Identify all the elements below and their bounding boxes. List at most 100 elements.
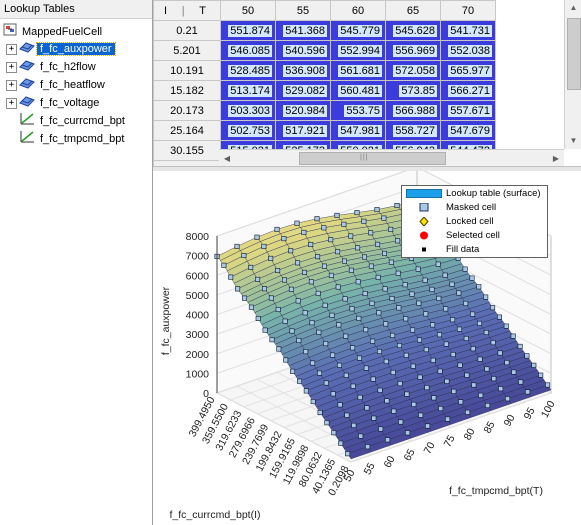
column-header[interactable]: 70 (440, 0, 496, 21)
row-header[interactable]: 15.182 (153, 80, 221, 101)
cell-marker (275, 307, 281, 313)
cell-marker (297, 378, 303, 384)
table-cell[interactable]: 558.727 (385, 120, 441, 141)
z-tick-label: 7000 (186, 251, 210, 263)
table-cell[interactable]: 541.731 (440, 20, 496, 41)
cell-marker (436, 332, 442, 338)
cell-marker (483, 330, 489, 336)
horizontal-scroll-thumb[interactable]: ||| (299, 152, 446, 165)
expand-icon[interactable]: + (6, 61, 17, 73)
tree-item-label: f_fc_h2flow (40, 60, 96, 73)
table-cell[interactable]: 547.981 (330, 120, 386, 141)
cell-marker (397, 381, 403, 387)
table-cell[interactable]: 520.984 (275, 100, 331, 121)
table-cell[interactable]: 572.058 (385, 60, 441, 81)
tree-item-f-fc-voltage[interactable]: + f_fc_voltage (6, 94, 102, 110)
tree-item-f-fc-auxpower[interactable]: + f_fc_auxpower (6, 40, 116, 56)
cell-marker (463, 336, 469, 342)
column-header[interactable]: 55 (275, 0, 331, 21)
column-header[interactable]: 65 (385, 0, 441, 21)
table-cell[interactable]: 566.271 (440, 80, 496, 101)
table-cell[interactable]: 536.908 (275, 60, 331, 81)
expand-icon[interactable]: + (6, 97, 17, 109)
y-tick-label: 80 (462, 426, 478, 442)
horizontal-scrollbar[interactable]: ◀ ||| ▶ (219, 149, 564, 166)
row-header[interactable]: 0.21 (153, 20, 221, 41)
cell-marker (443, 341, 449, 347)
cell-marker (370, 338, 376, 344)
table-cell[interactable]: 557.671 (440, 100, 496, 121)
y-tick-label: 85 (482, 419, 498, 435)
table-cell[interactable]: 560.481 (330, 80, 386, 101)
cell-marker (302, 310, 308, 316)
cell-marker (308, 242, 314, 248)
table-cell[interactable]: 528.485 (220, 60, 276, 81)
cell-marker (308, 279, 314, 285)
row-header[interactable]: 25.164 (153, 120, 221, 141)
row-header[interactable]: 20.173 (153, 100, 221, 121)
table-cell[interactable]: 503.303 (220, 100, 276, 121)
cell-marker (330, 352, 336, 358)
cell-marker (402, 282, 408, 288)
scroll-right-arrow-icon[interactable]: ▶ (552, 154, 560, 163)
cell-marker (357, 394, 363, 400)
column-header[interactable]: 50 (220, 0, 276, 21)
breakpoint-icon (19, 112, 35, 130)
table-cell[interactable]: 552.994 (330, 40, 386, 61)
cell-marker (302, 269, 308, 275)
table-cell[interactable]: 502.753 (220, 120, 276, 141)
table-cell[interactable]: 551.874 (220, 20, 276, 41)
table-cell[interactable]: 546.085 (220, 40, 276, 61)
cell-marker (377, 387, 383, 393)
cell-marker (403, 352, 409, 358)
table-cell[interactable]: 553.75 (330, 100, 386, 121)
table-cell[interactable]: 566.988 (385, 100, 441, 121)
tree-root[interactable]: MappedFuelCell (3, 23, 105, 39)
scroll-down-arrow-icon[interactable]: ▼ (569, 136, 578, 145)
table-cell[interactable]: 573.85 (385, 80, 441, 101)
cell-marker (490, 340, 496, 346)
cell-marker (361, 218, 367, 224)
cell-marker (317, 410, 323, 416)
table-cell[interactable]: 552.038 (440, 40, 496, 61)
table-cell[interactable]: 529.082 (275, 80, 331, 101)
expand-icon[interactable]: + (6, 43, 17, 55)
vertical-scroll-thumb[interactable] (567, 18, 581, 90)
table-cell[interactable]: 513.174 (220, 80, 276, 101)
tree-item-f-fc-currcmd-bpt[interactable]: f_fc_currcmd_bpt (6, 112, 128, 128)
table-cell[interactable]: 556.969 (385, 40, 441, 61)
table-cell[interactable]: 540.596 (275, 40, 331, 61)
cell-marker (491, 376, 497, 382)
z-tick-label: 6000 (186, 270, 210, 282)
table-cell[interactable]: 547.679 (440, 120, 496, 141)
column-header[interactable]: 60 (330, 0, 386, 21)
pane-splitter[interactable] (153, 166, 581, 172)
cell-marker (388, 226, 394, 232)
table-cell[interactable]: 541.368 (275, 20, 331, 41)
lookup-table-icon (19, 58, 35, 76)
cell-marker (350, 345, 356, 351)
scroll-up-arrow-icon[interactable]: ▲ (569, 3, 578, 12)
scroll-left-arrow-icon[interactable]: ◀ (223, 154, 231, 163)
table-cell[interactable]: 561.681 (330, 60, 386, 81)
vertical-scrollbar[interactable]: ▲ ▼ (564, 0, 581, 149)
lookup-table-icon (19, 76, 35, 94)
cell-marker (511, 369, 517, 375)
row-header[interactable]: 30.155 (153, 140, 221, 161)
tree-item-f-fc-h2flow[interactable]: + f_fc_h2flow (6, 58, 99, 74)
surface-plot[interactable]: 0 1000 2000 3000 4000 5000 6000 7000 8000 f_fc_au… (153, 171, 581, 525)
expand-icon[interactable]: + (6, 79, 17, 91)
cell-marker (309, 320, 315, 326)
cell-marker (342, 258, 348, 264)
table-cell[interactable]: 545.779 (330, 20, 386, 41)
row-header[interactable]: 10.191 (153, 60, 221, 81)
table-cell[interactable]: 517.921 (275, 120, 331, 141)
tree-item-f-fc-heatflow[interactable]: + f_fc_heatflow (6, 76, 108, 92)
cell-marker (423, 347, 429, 353)
table-cell[interactable]: 565.977 (440, 60, 496, 81)
row-header[interactable]: 5.201 (153, 40, 221, 61)
cell-marker (457, 362, 463, 368)
table-cell[interactable]: 545.628 (385, 20, 441, 41)
cell-marker (375, 274, 381, 280)
tree-item-f-fc-tmpcmd-bpt[interactable]: f_fc_tmpcmd_bpt (6, 130, 127, 146)
